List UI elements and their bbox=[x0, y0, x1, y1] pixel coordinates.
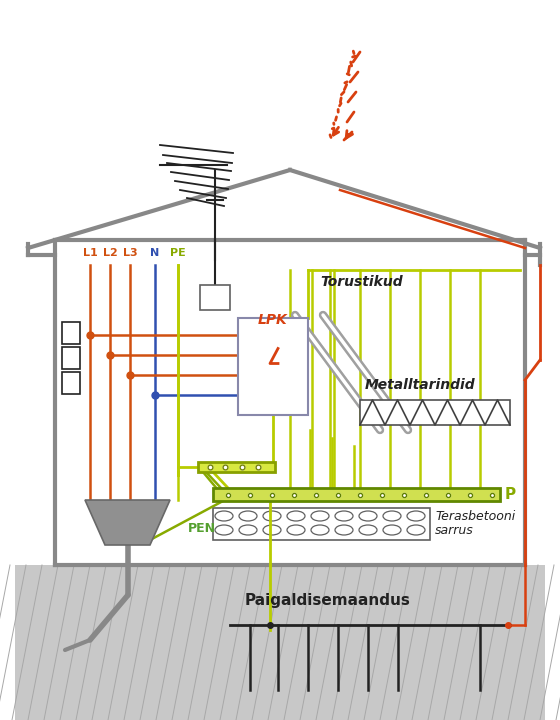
Ellipse shape bbox=[215, 511, 233, 521]
Ellipse shape bbox=[263, 511, 281, 521]
Ellipse shape bbox=[359, 525, 377, 535]
Bar bbox=[62, 347, 80, 369]
Text: sarrus: sarrus bbox=[435, 523, 474, 536]
Text: P: P bbox=[505, 487, 516, 502]
Text: L1: L1 bbox=[83, 248, 97, 258]
Ellipse shape bbox=[383, 511, 401, 521]
Text: N: N bbox=[151, 248, 160, 258]
Ellipse shape bbox=[311, 525, 329, 535]
Ellipse shape bbox=[239, 511, 257, 521]
Bar bbox=[213, 508, 430, 540]
Text: LPK: LPK bbox=[258, 313, 288, 327]
Bar bbox=[62, 372, 80, 394]
Bar bbox=[213, 488, 500, 501]
Ellipse shape bbox=[335, 511, 353, 521]
Ellipse shape bbox=[383, 525, 401, 535]
Ellipse shape bbox=[215, 525, 233, 535]
Text: Metalltarindid: Metalltarindid bbox=[365, 378, 475, 392]
Ellipse shape bbox=[335, 525, 353, 535]
Bar bbox=[360, 400, 510, 425]
Polygon shape bbox=[15, 565, 545, 720]
Text: Torustikud: Torustikud bbox=[320, 275, 403, 289]
Text: PEN: PEN bbox=[188, 521, 216, 534]
Ellipse shape bbox=[359, 511, 377, 521]
Ellipse shape bbox=[407, 511, 425, 521]
Ellipse shape bbox=[407, 525, 425, 535]
Text: PE: PE bbox=[170, 248, 186, 258]
Text: L2: L2 bbox=[102, 248, 118, 258]
Bar bbox=[238, 318, 308, 415]
Polygon shape bbox=[85, 500, 170, 545]
Bar bbox=[62, 322, 80, 344]
Text: Terasbetooni: Terasbetooni bbox=[435, 510, 515, 523]
Bar bbox=[198, 462, 275, 472]
Bar bbox=[200, 285, 230, 310]
Text: Paigaldisemaandus: Paigaldisemaandus bbox=[245, 593, 411, 608]
Ellipse shape bbox=[287, 511, 305, 521]
Ellipse shape bbox=[311, 511, 329, 521]
Ellipse shape bbox=[287, 525, 305, 535]
Text: L3: L3 bbox=[123, 248, 137, 258]
Ellipse shape bbox=[239, 525, 257, 535]
Ellipse shape bbox=[263, 525, 281, 535]
